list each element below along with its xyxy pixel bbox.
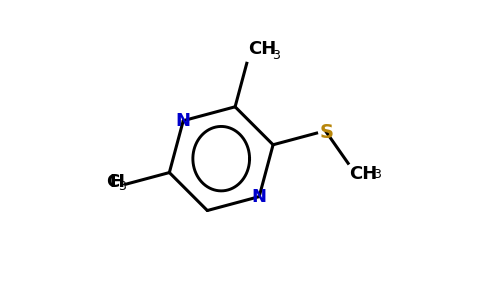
Text: N: N <box>176 112 191 130</box>
Text: C: C <box>106 173 120 191</box>
Text: CH: CH <box>248 40 277 58</box>
Text: 3: 3 <box>373 169 381 182</box>
Text: 3: 3 <box>118 181 125 194</box>
Text: 3: 3 <box>272 49 280 62</box>
Text: CH: CH <box>349 165 378 183</box>
Text: H: H <box>109 173 124 191</box>
Text: N: N <box>252 188 267 206</box>
Text: S: S <box>319 123 333 142</box>
